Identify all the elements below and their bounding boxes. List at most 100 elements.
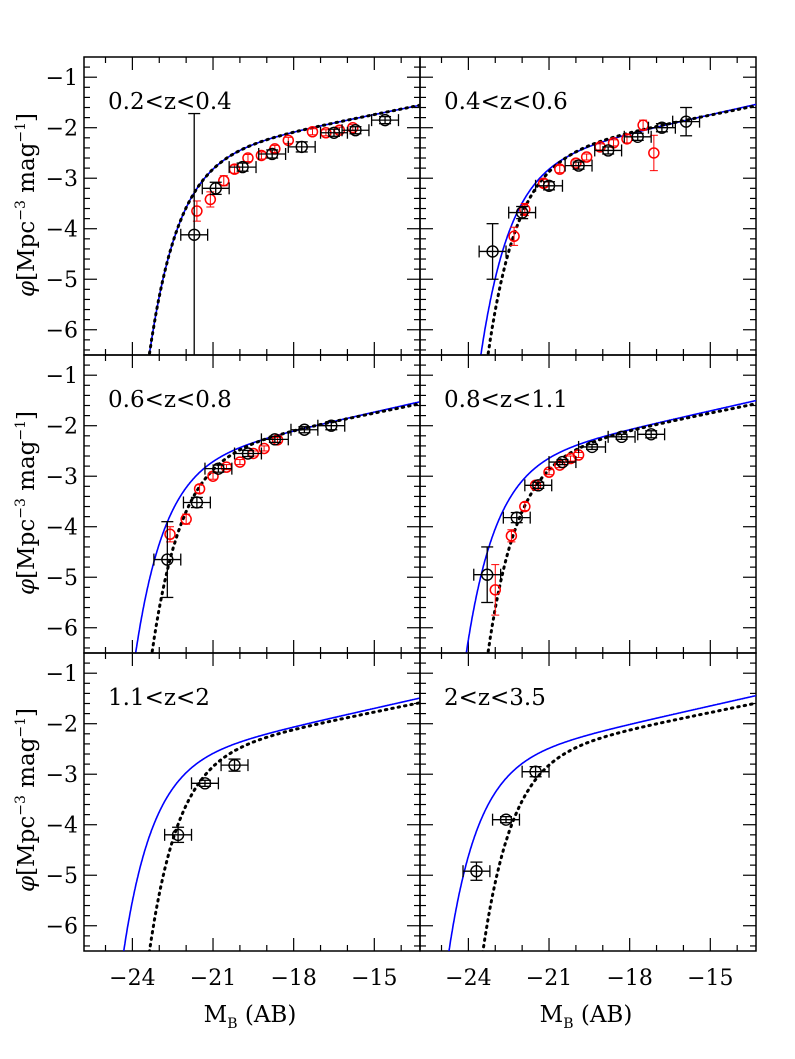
red-data-point — [191, 205, 203, 217]
black-data-point — [241, 447, 255, 460]
y-tick-label: −2 — [46, 117, 78, 142]
panel-redshift-label: 0.8<z<1.1 — [444, 387, 568, 413]
x-tick-label: −21 — [190, 966, 236, 991]
panel-ticks — [420, 57, 756, 355]
blue-model-curve — [448, 694, 756, 951]
black-data-point — [585, 440, 599, 454]
black-data-point — [236, 160, 249, 174]
y-tick-label: −4 — [46, 218, 78, 243]
red-data-point — [193, 483, 206, 495]
x-tick-label: −18 — [270, 966, 316, 991]
red-data-point — [519, 500, 531, 513]
red-data-point — [580, 151, 593, 163]
y-tick-label: −1 — [46, 662, 78, 687]
red-data-point — [505, 530, 518, 542]
black-data-point — [265, 147, 279, 161]
x-axis-label-left: MB (AB) — [204, 1002, 297, 1032]
red-data-point — [218, 174, 230, 187]
y-tick-label: −5 — [46, 566, 78, 591]
black-data-point — [532, 479, 545, 492]
panel-redshift-label: 0.2<z<0.4 — [108, 89, 232, 115]
black-data-point — [572, 159, 585, 172]
panel-0.4<z<0.6: 0.4<z<0.6 — [419, 56, 757, 356]
y-tick-label: −2 — [46, 415, 78, 440]
y-tick-label: −3 — [46, 763, 78, 788]
dotted-model-curve — [486, 104, 756, 355]
ylabel-mid: mag — [14, 737, 40, 795]
ylabel-exp2: −1 — [13, 717, 29, 738]
y-tick-label: −4 — [46, 516, 78, 541]
ylabel-exp1: −3 — [13, 200, 29, 221]
y-tick-label: −1 — [46, 66, 78, 91]
black-data-point — [190, 496, 204, 509]
black-data-point — [481, 568, 494, 581]
red-data-point — [519, 203, 531, 216]
xlabel-rest: (AB) — [238, 1002, 297, 1028]
black-data-point — [171, 828, 185, 842]
blue-model-curve — [465, 399, 756, 653]
x-tick-label: −21 — [526, 966, 572, 991]
dotted-model-curve — [147, 701, 420, 951]
black-data-point — [209, 182, 222, 195]
y-tick-label: −2 — [46, 713, 78, 738]
ylabel-end: ] — [14, 708, 40, 717]
black-data-point — [486, 245, 499, 258]
svg-text:φ[Mpc−3 mag−1]: φ[Mpc−3 mag−1] — [13, 411, 40, 595]
blue-model-curve — [122, 697, 420, 951]
red-data-point — [180, 513, 192, 525]
y-tick-label: −6 — [46, 617, 78, 642]
black-data-point — [601, 144, 615, 157]
panel-0.6<z<0.8: −1 −2 −3 −4 −5 −6 0.6<z<0.8 — [46, 354, 421, 654]
black-data-point — [644, 428, 658, 441]
ylabel-phi: φ — [14, 875, 40, 892]
panel-plot-area — [147, 103, 420, 355]
x-axis-label-right: MB (AB) — [540, 1002, 633, 1032]
black-data-point — [615, 430, 628, 444]
black-data-point — [327, 126, 341, 139]
panel-1.1<z<2: −1 −2 −3 −4 −5 −6 −24 −21 −18 −15 1.1<z<2 — [46, 652, 421, 991]
y-tick-label: −5 — [46, 268, 78, 293]
black-data-point — [515, 206, 529, 219]
panel-frame — [419, 652, 757, 952]
y-tick-label: −5 — [46, 864, 78, 889]
x-tick-label: −15 — [351, 966, 397, 991]
black-data-point — [349, 124, 362, 137]
ylabel-end: ] — [14, 411, 40, 420]
black-data-point — [212, 462, 225, 475]
ylabel-mid: mag — [14, 440, 40, 498]
panel-plot-area — [478, 103, 756, 355]
panel-redshift-label: 0.4<z<0.6 — [444, 89, 568, 115]
red-data-point — [234, 456, 246, 468]
red-data-point — [164, 528, 176, 541]
y-axis-label-row-1: φ[Mpc−3 mag−1] — [13, 113, 40, 297]
panel-redshift-label: 0.6<z<0.8 — [108, 387, 232, 413]
panel-ticks — [420, 355, 756, 653]
panel-0.2<z<0.4: −1 −2 −3 −4 −5 −6 0.2<z<0.4 — [46, 56, 421, 356]
dotted-model-curve — [147, 103, 420, 355]
red-data-point — [508, 230, 520, 243]
ylabel-mid: mag — [14, 142, 40, 200]
y-tick-label: −6 — [46, 915, 78, 940]
black-data-point — [295, 140, 308, 154]
dotted-model-curve — [481, 701, 756, 951]
red-data-point — [648, 147, 660, 159]
black-data-point — [631, 130, 644, 144]
red-data-point — [570, 157, 582, 169]
red-data-point — [306, 126, 319, 138]
svg-text:φ[Mpc−3 mag−1]: φ[Mpc−3 mag−1] — [13, 113, 40, 297]
black-data-point — [542, 179, 556, 192]
ylabel-exp1: −3 — [13, 795, 29, 816]
panel-ticks — [420, 653, 756, 951]
black-data-point — [325, 419, 338, 432]
x-tick-label: −18 — [606, 966, 652, 991]
dotted-model-curve — [486, 402, 756, 653]
y-tick-label: −1 — [46, 364, 78, 389]
panel-ticks — [84, 355, 420, 653]
ylabel-end: ] — [14, 113, 40, 122]
black-data-point — [679, 115, 693, 128]
ylabel-main: [Mpc — [14, 221, 40, 281]
panel-0.8<z<1.1: 0.8<z<1.1 — [419, 354, 757, 654]
y-tick-label: −3 — [46, 167, 78, 192]
ylabel-phi: φ — [14, 280, 40, 297]
panel-ticks — [84, 57, 420, 355]
